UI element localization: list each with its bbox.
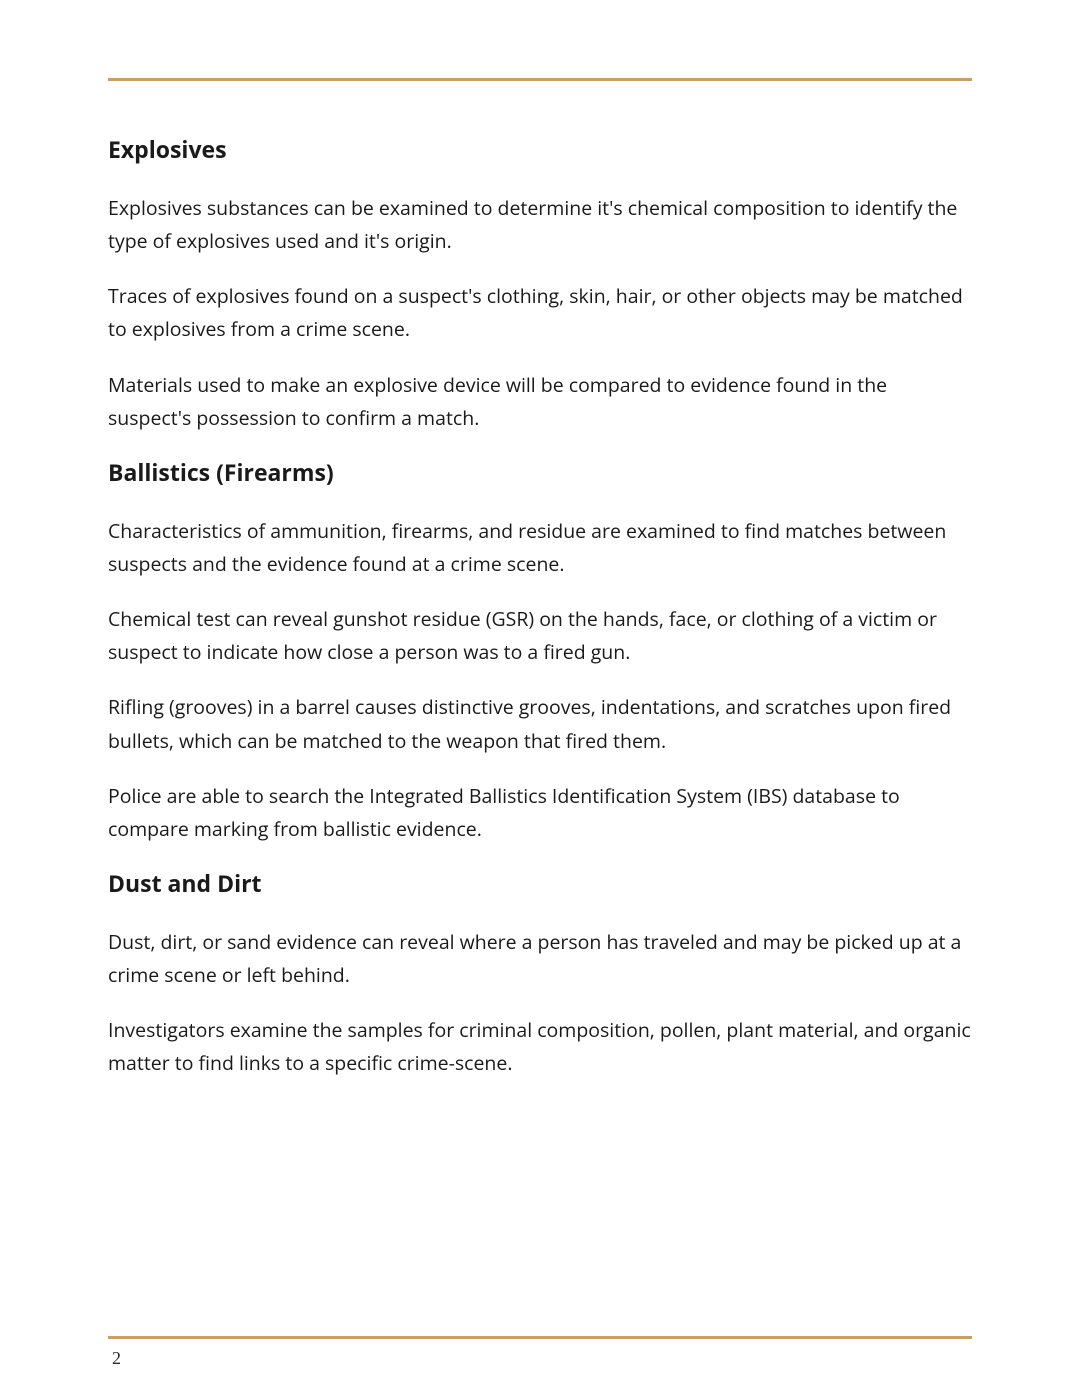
paragraph: Investigators examine the samples for cr… (108, 1013, 972, 1079)
paragraph: Traces of explosives found on a suspect'… (108, 279, 972, 345)
section-heading-dust-dirt: Dust and Dirt (108, 867, 972, 899)
paragraph: Dust, dirt, or sand evidence can reveal … (108, 925, 972, 991)
page-number: 2 (112, 1348, 121, 1369)
document-page: Explosives Explosives substances can be … (0, 0, 1080, 1080)
paragraph: Characteristics of ammunition, firearms,… (108, 514, 972, 580)
paragraph: Materials used to make an explosive devi… (108, 368, 972, 434)
top-horizontal-rule (108, 78, 972, 81)
section-heading-explosives: Explosives (108, 133, 972, 165)
paragraph: Rifling (grooves) in a barrel causes dis… (108, 690, 972, 756)
bottom-horizontal-rule (108, 1336, 972, 1339)
paragraph: Chemical test can reveal gunshot residue… (108, 602, 972, 668)
section-heading-ballistics: Ballistics (Firearms) (108, 456, 972, 488)
paragraph: Explosives substances can be examined to… (108, 191, 972, 257)
paragraph: Police are able to search the Integrated… (108, 779, 972, 845)
